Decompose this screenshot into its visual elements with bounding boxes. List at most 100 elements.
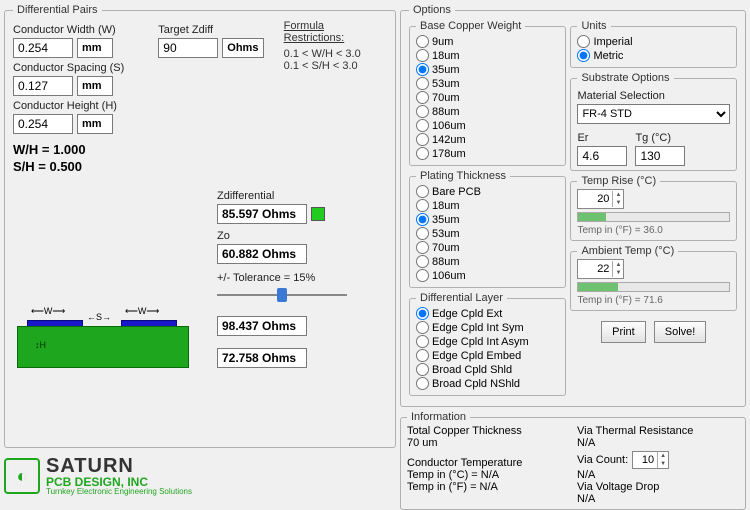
material-selection-label: Material Selection: [577, 90, 730, 102]
conductor-spacing-label: Conductor Spacing (S): [13, 62, 142, 74]
plating-option[interactable]: 88um: [416, 255, 559, 268]
restriction-1: 0.1 < W/H < 3.0: [284, 48, 387, 60]
zdiff-output: [217, 204, 307, 224]
units-legend: Units: [577, 20, 610, 32]
tct-value: 70 um: [407, 437, 569, 449]
plating-option[interactable]: 35um: [416, 213, 559, 226]
conductor-height-label: Conductor Height (H): [13, 100, 142, 112]
spin-down-icon: ▼: [613, 269, 623, 277]
tg-input[interactable]: [635, 146, 685, 166]
via-count-spinner[interactable]: ▲▼: [632, 451, 669, 469]
tct-label: Total Copper Thickness: [407, 425, 569, 437]
info-legend: Information: [407, 411, 470, 423]
conductor-height-input[interactable]: [13, 114, 73, 134]
er-input[interactable]: [577, 146, 627, 166]
temp-rise-spinner[interactable]: ▲▼: [577, 189, 624, 209]
ambient-legend: Ambient Temp (°C): [577, 245, 678, 257]
vvd-value: N/A: [577, 493, 739, 505]
sh-ratio: S/H = 0.500: [13, 159, 142, 174]
zo-output: [217, 244, 307, 264]
temp-rise-group: Temp Rise (°C) ▲▼ Temp in (°F) = 36.0: [570, 175, 737, 241]
plating-option[interactable]: 70um: [416, 241, 559, 254]
target-zdiff-input[interactable]: [158, 38, 218, 58]
er-label: Er: [577, 132, 627, 144]
bcw-option[interactable]: 88um: [416, 105, 559, 118]
zo-label: Zo: [217, 230, 387, 242]
bcw-option[interactable]: 9um: [416, 35, 559, 48]
ambient-temp-group: Ambient Temp (°C) ▲▼ Temp in (°F) = 71.6: [570, 245, 737, 311]
vc-na: N/A: [577, 469, 739, 481]
bcw-option[interactable]: 53um: [416, 77, 559, 90]
diffpairs-legend: Differential Pairs: [13, 4, 102, 16]
bcw-option[interactable]: 18um: [416, 49, 559, 62]
ambient-spinner[interactable]: ▲▼: [577, 259, 624, 279]
restrictions-title: Formula Restrictions:: [284, 20, 387, 44]
dlayer-legend: Differential Layer: [416, 292, 507, 304]
print-button[interactable]: Print: [601, 321, 646, 343]
substrate-legend: Substrate Options: [577, 72, 673, 84]
vvd-label: Via Voltage Drop: [577, 481, 739, 493]
options-legend: Options: [409, 4, 455, 16]
substrate-options-group: Substrate Options Material Selection FR-…: [570, 72, 737, 171]
differential-layer-group: Differential Layer Edge Cpld ExtEdge Cpl…: [409, 292, 566, 396]
ct-label: Conductor Temperature: [407, 457, 569, 469]
zdiff-label: Zdifferential: [217, 190, 387, 202]
solve-button[interactable]: Solve!: [654, 321, 707, 343]
vtr-label: Via Thermal Resistance: [577, 425, 739, 437]
logo-title: SATURN: [46, 456, 192, 476]
information-panel: Information Total Copper Thickness 70 um…: [400, 411, 746, 510]
logo-tagline: Turnkey Electronic Engineering Solutions: [46, 488, 192, 496]
tg-label: Tg (°C): [635, 132, 685, 144]
plating-option[interactable]: 18um: [416, 199, 559, 212]
target-zdiff-unit: Ohms: [222, 38, 264, 58]
material-select[interactable]: FR-4 STD: [577, 104, 730, 124]
temprise-legend: Temp Rise (°C): [577, 175, 660, 187]
conductor-height-unit: mm: [77, 114, 113, 134]
conductor-spacing-input[interactable]: [13, 76, 73, 96]
spin-up-icon: ▲: [613, 191, 623, 199]
bcw-option[interactable]: 178um: [416, 147, 559, 160]
plating-option[interactable]: 106um: [416, 269, 559, 282]
tol-lo-output: [217, 348, 307, 368]
conductor-width-label: Conductor Width (W): [13, 24, 142, 36]
target-zdiff-label: Target Zdiff: [158, 24, 267, 36]
ambient-progress: [577, 282, 730, 292]
pcb-cross-section-diagram: ⟵W⟶ ⟵W⟶ ←S→ ↕H: [13, 298, 193, 368]
units-option[interactable]: Metric: [577, 49, 730, 62]
restriction-2: 0.1 < S/H < 3.0: [284, 60, 387, 72]
spin-down-icon: ▼: [613, 199, 623, 207]
dlayer-option[interactable]: Edge Cpld Embed: [416, 349, 559, 362]
saturn-logo: ◐ SATURN PCB DESIGN, INC Turnkey Electro…: [4, 452, 396, 496]
dlayer-option[interactable]: Broad Cpld Shld: [416, 363, 559, 376]
dlayer-option[interactable]: Edge Cpld Int Sym: [416, 321, 559, 334]
vtr-value: N/A: [577, 437, 739, 449]
ct-c: Temp in (°C) = N/A: [407, 469, 569, 481]
conductor-width-unit: mm: [77, 38, 113, 58]
zdiff-status-indicator: [311, 207, 325, 221]
bcw-option[interactable]: 70um: [416, 91, 559, 104]
bcw-option[interactable]: 142um: [416, 133, 559, 146]
plating-option[interactable]: Bare PCB: [416, 185, 559, 198]
temp-rise-progress: [577, 212, 730, 222]
logo-mark-icon: ◐: [4, 458, 40, 494]
dlayer-option[interactable]: Broad Cpld NShld: [416, 377, 559, 390]
spin-up-icon: ▲: [613, 261, 623, 269]
bcw-legend: Base Copper Weight: [416, 20, 525, 32]
tolerance-label: +/- Tolerance = 15%: [217, 272, 387, 284]
plating-legend: Plating Thickness: [416, 170, 510, 182]
bcw-option[interactable]: 106um: [416, 119, 559, 132]
units-option[interactable]: Imperial: [577, 35, 730, 48]
plating-thickness-group: Plating Thickness Bare PCB18um35um53um70…: [409, 170, 566, 288]
tol-hi-output: [217, 316, 307, 336]
wh-ratio: W/H = 1.000: [13, 142, 142, 157]
plating-option[interactable]: 53um: [416, 227, 559, 240]
dlayer-option[interactable]: Edge Cpld Int Asym: [416, 335, 559, 348]
conductor-width-input[interactable]: [13, 38, 73, 58]
bcw-option[interactable]: 35um: [416, 63, 559, 76]
spin-down-icon: ▼: [658, 460, 668, 468]
dlayer-option[interactable]: Edge Cpld Ext: [416, 307, 559, 320]
tolerance-slider[interactable]: [217, 286, 347, 304]
spin-up-icon: ▲: [658, 452, 668, 460]
options-panel: Options Base Copper Weight 9um18um35um53…: [400, 4, 746, 407]
ct-f: Temp in (°F) = N/A: [407, 481, 569, 493]
